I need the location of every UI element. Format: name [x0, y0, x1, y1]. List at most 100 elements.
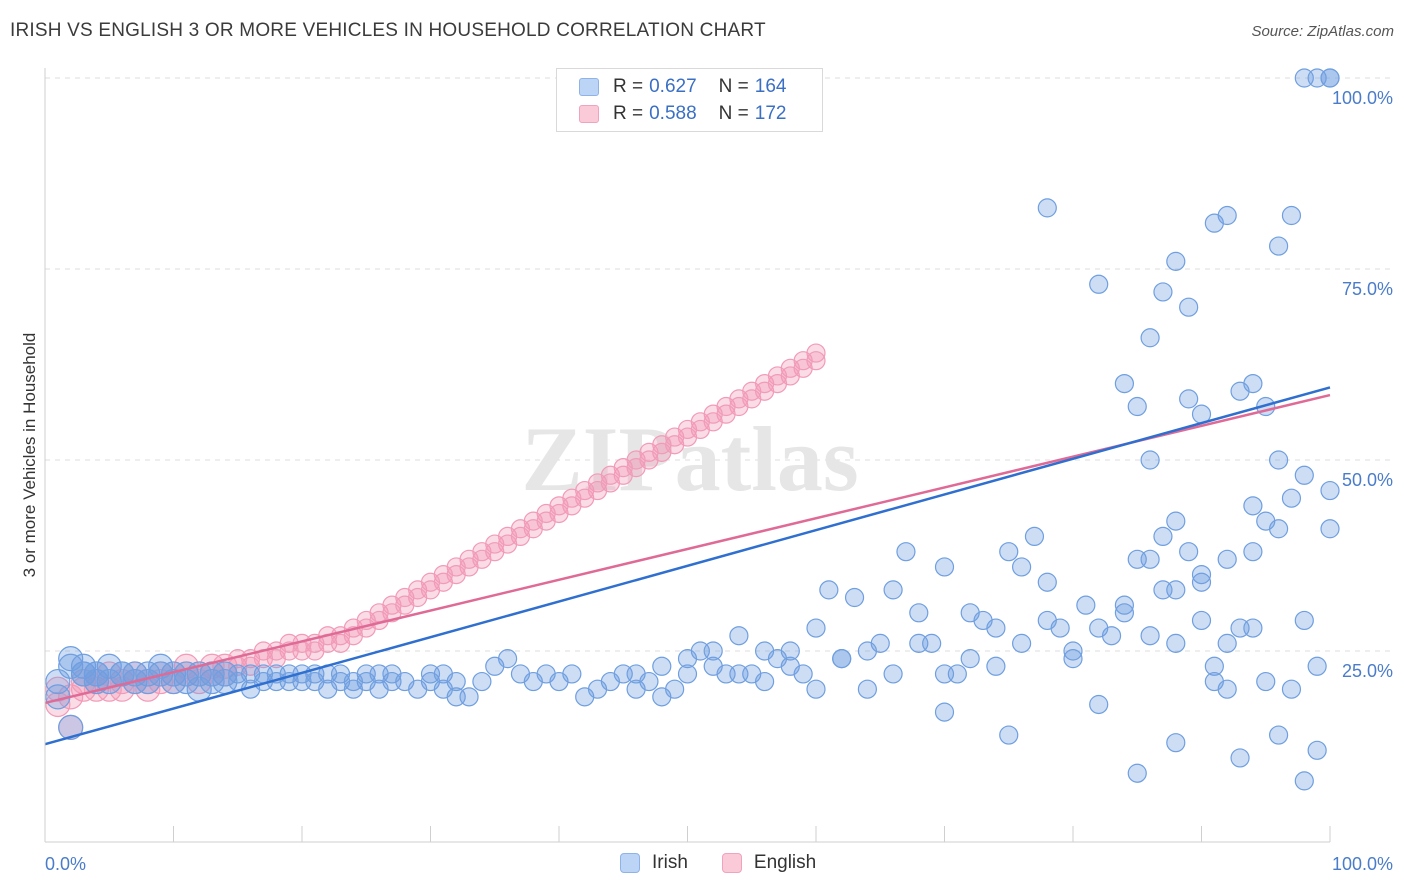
irish-point: [160, 668, 187, 695]
irish-point: [96, 668, 122, 695]
english-point: [806, 351, 826, 371]
irish-point: [1089, 274, 1109, 294]
irish-point: [909, 633, 929, 653]
irish-point: [1037, 198, 1057, 218]
grid: 25.0% 50.0% 75.0% 100.0%: [45, 77, 1395, 681]
irish-point: [857, 679, 878, 699]
irish-point: [1320, 519, 1340, 539]
legend-r-label: R =: [613, 103, 644, 124]
irish-point: [703, 641, 723, 661]
irish-point: [1011, 557, 1032, 577]
irish-point: [1153, 580, 1173, 600]
irish-point: [1024, 526, 1045, 547]
irish-point: [986, 618, 1006, 638]
irish-point: [45, 668, 71, 695]
irish-point: [883, 664, 903, 684]
irish-point: [1101, 626, 1122, 646]
series-label-english: English: [753, 852, 817, 873]
irish-point: [1307, 656, 1327, 676]
irish-point: [1153, 526, 1173, 547]
irish-point: [883, 580, 903, 600]
series-legend: Irish English: [620, 852, 850, 874]
irish-point: [1166, 511, 1186, 531]
legend-swatch-irish: [579, 78, 599, 96]
trend-lines: [44, 386, 1331, 746]
legend-n-label: N =: [718, 76, 749, 97]
irish-point: [677, 664, 698, 684]
irish-point: [960, 649, 980, 669]
legend-r-label: R =: [613, 76, 644, 97]
irish-points: [45, 68, 1340, 791]
y-tick-label: 50.0%: [1342, 470, 1393, 490]
irish-point: [199, 668, 225, 695]
irish-point: [934, 664, 955, 684]
irish-point: [1114, 595, 1135, 615]
irish-point: [1294, 771, 1314, 791]
irish-point: [1076, 595, 1096, 615]
irish-point: [844, 587, 865, 608]
irish-point: [652, 656, 672, 676]
irish-point: [1140, 328, 1160, 348]
english-point: [45, 676, 71, 702]
irish-point: [1063, 649, 1083, 669]
irish-point: [729, 664, 749, 684]
irish-point: [1256, 671, 1276, 692]
irish-point: [896, 542, 916, 562]
legend-row-english: R = 0.588 N = 172: [579, 102, 786, 126]
irish-point: [819, 580, 839, 600]
irish-point: [1307, 740, 1327, 760]
irish-point: [754, 671, 775, 692]
irish-point: [1320, 480, 1340, 501]
x-tick-label-min: 0.0%: [45, 854, 86, 874]
series-label-irish: Irish: [652, 852, 688, 873]
irish-point: [1140, 450, 1160, 470]
irish-point: [1243, 542, 1263, 562]
irish-point: [909, 603, 929, 623]
series-legend-irish[interactable]: Irish: [620, 852, 688, 874]
irish-point: [446, 671, 466, 692]
irish-point: [459, 687, 479, 707]
irish-point: [1127, 396, 1147, 417]
irish-point: [780, 656, 800, 676]
irish-point: [109, 661, 135, 687]
irish-point: [1243, 496, 1263, 516]
legend-r-value-irish: 0.627: [649, 76, 697, 97]
irish-point: [1281, 488, 1302, 508]
chart-title: IRISH VS ENGLISH 3 OR MORE VEHICLES IN H…: [10, 20, 766, 41]
irish-point: [1114, 374, 1135, 394]
irish-point: [1063, 641, 1083, 661]
irish-point: [1179, 542, 1199, 562]
irish-point: [1243, 374, 1263, 394]
irish-point: [1243, 618, 1263, 638]
irish-point: [148, 661, 174, 687]
legend-swatch-english: [579, 105, 599, 123]
english-point: [806, 343, 826, 363]
irish-point: [1191, 610, 1212, 631]
legend-n-label: N =: [718, 103, 749, 124]
irish-point: [1191, 572, 1212, 592]
irish-point: [1217, 679, 1237, 699]
irish-point: [626, 664, 646, 684]
y-tick-label: 100.0%: [1332, 88, 1393, 108]
legend-r-value-english: 0.588: [649, 103, 697, 124]
irish-point: [83, 661, 110, 687]
legend-n-value-irish: 164: [754, 76, 787, 97]
irish-point: [1089, 694, 1109, 715]
irish-point: [562, 664, 582, 684]
irish-point: [665, 679, 685, 699]
irish-point: [1217, 205, 1237, 226]
irish-point: [1320, 68, 1340, 88]
irish-point: [857, 641, 878, 661]
irish-point: [986, 656, 1006, 676]
irish-point: [70, 661, 97, 687]
irish-point: [1268, 519, 1289, 539]
irish-point: [729, 626, 749, 646]
irish-point: [1294, 610, 1314, 631]
irish-point: [960, 603, 980, 623]
irish-point: [1268, 450, 1289, 470]
irish-point: [780, 641, 800, 661]
series-legend-english[interactable]: English: [721, 852, 817, 874]
irish-point: [472, 671, 492, 692]
irish-point: [1217, 633, 1237, 653]
